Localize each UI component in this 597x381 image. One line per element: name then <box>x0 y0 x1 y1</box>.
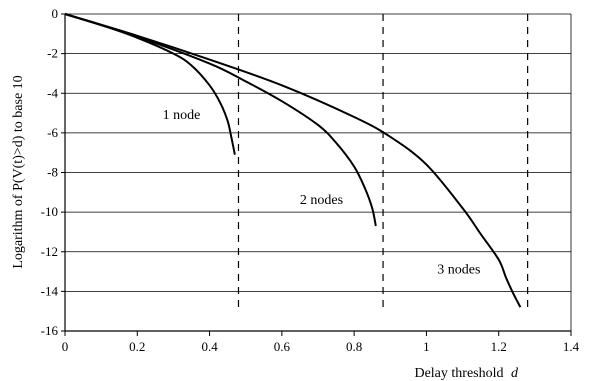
y-tick-label: -4 <box>47 85 58 100</box>
y-axis-title: Logarithm of P(V(t)>d) to base 10 <box>11 75 26 268</box>
series-line-2 <box>64 13 377 227</box>
x-tick-label: 0.6 <box>274 339 291 354</box>
x-tick-label: 1.2 <box>491 339 507 354</box>
curve-label-2: 2 nodes <box>300 193 343 208</box>
x-tick-label: 1.4 <box>563 339 580 354</box>
series-group <box>64 13 522 308</box>
x-tick-label: 0.8 <box>346 339 362 354</box>
series-line-3 <box>64 13 522 308</box>
x-tick-label: 0 <box>62 339 69 354</box>
y-tick-label: -8 <box>47 165 58 180</box>
series-line-1 <box>64 13 236 155</box>
y-tick-label: -6 <box>47 125 58 140</box>
y-tick-label: 0 <box>52 6 59 21</box>
x-tick-label: 0.4 <box>201 339 218 354</box>
y-tick-label: -14 <box>41 283 59 298</box>
x-tick-label: 1 <box>423 339 430 354</box>
y-tick-label: -16 <box>41 323 59 338</box>
axes: 0-2-4-6-8-10-12-14-160 0.2 0.4 0.6 0.8 1 1.2 1.… <box>41 6 580 354</box>
grid <box>65 13 571 292</box>
curve-label-3: 3 nodes <box>437 263 480 278</box>
curve-label-1: 1 node <box>163 108 201 123</box>
vertical-markers <box>237 14 529 308</box>
x-axis-title: Delay threshold d <box>414 366 519 381</box>
y-tick-label: -10 <box>41 204 58 219</box>
y-tick-label: -12 <box>41 244 58 259</box>
x-tick-label: 0.2 <box>129 339 145 354</box>
y-tick-label: -2 <box>47 46 58 61</box>
curve-labels: 1 node 2 nodes 3 nodes <box>163 108 481 278</box>
